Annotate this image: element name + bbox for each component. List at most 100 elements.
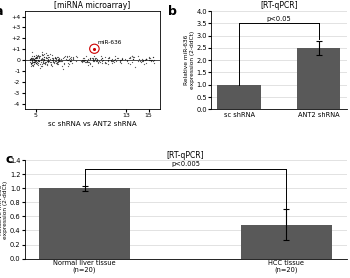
Point	[99, 56, 105, 60]
Text: c: c	[5, 153, 13, 165]
Point	[32, 57, 37, 62]
Point	[61, 56, 66, 60]
Point	[46, 59, 51, 63]
Point	[55, 55, 60, 59]
Point	[56, 62, 61, 67]
Point	[34, 58, 39, 62]
Point	[61, 67, 66, 71]
Point	[70, 55, 76, 59]
Point	[52, 56, 58, 61]
Point	[69, 61, 75, 65]
Point	[34, 56, 40, 60]
Point	[31, 60, 37, 64]
Point	[143, 61, 148, 65]
Point	[151, 61, 156, 66]
Y-axis label: Relative miR-636
expression (2-ddCt): Relative miR-636 expression (2-ddCt)	[184, 31, 195, 89]
Point	[54, 55, 60, 59]
Point	[147, 56, 153, 60]
Point	[140, 58, 146, 62]
Point	[64, 54, 69, 58]
Point	[87, 61, 92, 65]
Point	[38, 60, 44, 64]
Point	[35, 53, 41, 57]
Point	[138, 60, 144, 64]
Bar	[217, 85, 261, 109]
Title: [RT-qPCR]: [RT-qPCR]	[260, 1, 298, 10]
Point	[28, 64, 34, 68]
Point	[84, 59, 90, 63]
Point	[46, 58, 51, 62]
Point	[63, 54, 68, 58]
Point	[52, 56, 58, 60]
Point	[105, 58, 110, 63]
Point	[29, 62, 35, 67]
Point	[85, 63, 91, 67]
Point	[53, 59, 58, 63]
Point	[61, 54, 67, 59]
Point	[43, 51, 49, 56]
Point	[140, 59, 146, 63]
Point	[113, 59, 118, 64]
Point	[87, 56, 92, 61]
Point	[66, 58, 71, 63]
Point	[36, 55, 42, 59]
Point	[84, 59, 90, 63]
Point	[97, 60, 103, 64]
Point	[130, 55, 136, 59]
Point	[67, 59, 72, 64]
Point	[67, 59, 72, 63]
Point	[125, 59, 130, 63]
Point	[40, 53, 46, 58]
Point	[57, 59, 63, 64]
Point	[45, 53, 51, 57]
Point	[30, 56, 35, 60]
Point	[79, 60, 85, 64]
Point	[56, 58, 62, 63]
Title: [RT-qPCR]: [RT-qPCR]	[167, 151, 204, 160]
Point	[99, 56, 105, 61]
Point	[30, 64, 36, 68]
Point	[78, 59, 84, 64]
Point	[49, 60, 54, 64]
Point	[33, 60, 38, 64]
Point	[93, 56, 98, 60]
Point	[33, 61, 39, 65]
Point	[96, 61, 101, 65]
Point	[34, 55, 40, 59]
Point	[81, 59, 86, 63]
Point	[28, 55, 34, 60]
Point	[84, 59, 90, 64]
Point	[40, 59, 46, 64]
Point	[39, 61, 44, 66]
Point	[114, 56, 120, 61]
Point	[33, 56, 38, 61]
Point	[35, 61, 41, 65]
Point	[50, 57, 55, 62]
Point	[50, 59, 56, 63]
Point	[56, 59, 61, 63]
Point	[54, 61, 59, 66]
Point	[46, 54, 51, 59]
Point	[31, 58, 37, 63]
Point	[51, 60, 56, 65]
Point	[54, 61, 59, 65]
Point	[90, 64, 95, 68]
Point	[50, 56, 56, 60]
Point	[33, 55, 39, 59]
Point	[98, 57, 103, 61]
Point	[31, 54, 37, 59]
Point	[31, 54, 36, 58]
Point	[92, 54, 97, 59]
Point	[133, 64, 138, 69]
Point	[36, 54, 42, 59]
Point	[86, 60, 91, 64]
Point	[115, 55, 121, 60]
Point	[106, 61, 111, 66]
Point	[129, 54, 134, 59]
Point	[144, 56, 149, 61]
Point	[119, 56, 125, 61]
Point	[29, 56, 35, 60]
Point	[49, 58, 55, 63]
Point	[56, 56, 62, 61]
Point	[39, 58, 44, 62]
